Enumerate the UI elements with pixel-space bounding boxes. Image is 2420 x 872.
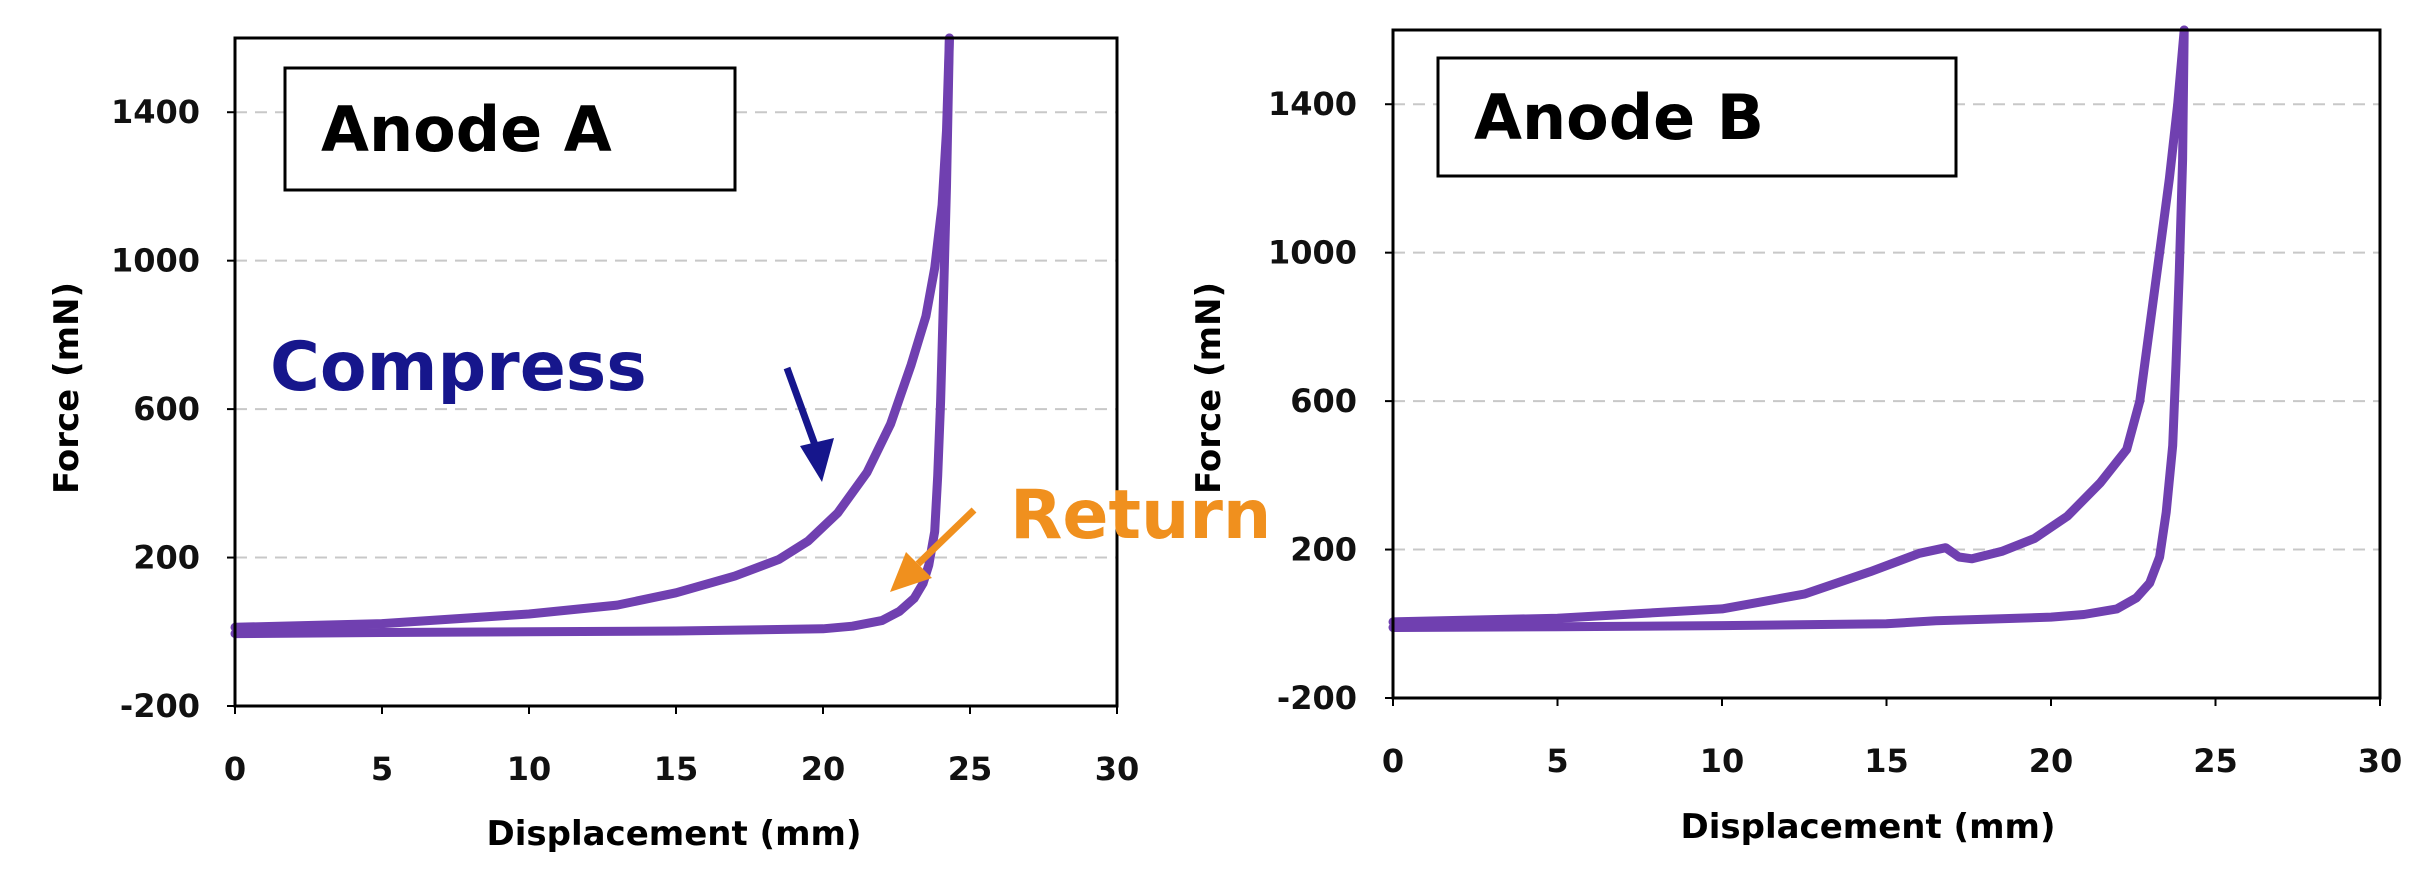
x-tick-label: 25 bbox=[2193, 742, 2238, 780]
compress-annotation: Compress bbox=[270, 328, 647, 407]
y-tick-label: 1400 bbox=[1268, 85, 1357, 123]
x-tick-label: 15 bbox=[654, 750, 699, 788]
panel-label-box bbox=[283, 66, 737, 192]
x-tick-label: 10 bbox=[507, 750, 552, 788]
x-tick-label: 30 bbox=[1095, 750, 1140, 788]
compress-curve bbox=[230, 33, 954, 632]
panel-label-box bbox=[1436, 56, 1958, 178]
x-axis-label: Displacement (mm) bbox=[487, 814, 862, 854]
y-tick-label: 1400 bbox=[111, 93, 200, 131]
compress-curve bbox=[1388, 25, 2189, 627]
plot-frame bbox=[233, 36, 1119, 708]
x-tick-label: 15 bbox=[1864, 742, 1909, 780]
x-axis-label: Displacement (mm) bbox=[1681, 807, 2056, 847]
return-arrow-shaft bbox=[915, 507, 977, 567]
x-tick-label: 0 bbox=[224, 750, 246, 788]
compress-arrow-shaft bbox=[783, 366, 819, 447]
x-tick-label: 25 bbox=[948, 750, 993, 788]
panel-label: Anode A bbox=[321, 93, 612, 166]
y-tick-label: 1000 bbox=[111, 242, 200, 280]
y-axis-label: Force (mN) bbox=[47, 282, 87, 494]
y-tick-label: 200 bbox=[133, 539, 200, 577]
y-axis-label: Force (mN) bbox=[1189, 282, 1229, 494]
x-tick-label: 5 bbox=[1546, 742, 1568, 780]
chart-panel-anode-b: Force (mN) Displacement (mm) -2002006001… bbox=[1189, 25, 2403, 847]
panel-label: Anode B bbox=[1474, 81, 1764, 154]
x-tick-label: 20 bbox=[2029, 742, 2074, 780]
return-curve bbox=[230, 33, 954, 639]
chart-panel-anode-a: Force (mN) Displacement (mm) -2002006001… bbox=[47, 33, 1271, 854]
y-tick-label: 600 bbox=[133, 390, 200, 428]
x-tick-label: 20 bbox=[801, 750, 846, 788]
y-tick-label: 600 bbox=[1290, 382, 1357, 420]
y-tick-label: -200 bbox=[1277, 679, 1357, 717]
y-tick-label: 1000 bbox=[1268, 234, 1357, 272]
x-tick-label: 30 bbox=[2358, 742, 2403, 780]
x-tick-label: 0 bbox=[1382, 742, 1404, 780]
y-tick-label: -200 bbox=[120, 687, 200, 725]
plot-frame bbox=[1391, 28, 2382, 700]
x-tick-label: 10 bbox=[1700, 742, 1745, 780]
return-arrow-head bbox=[890, 552, 932, 592]
compress-arrow-head bbox=[800, 438, 834, 482]
x-tick-label: 5 bbox=[371, 750, 393, 788]
y-tick-label: 200 bbox=[1290, 531, 1357, 569]
return-curve bbox=[1388, 25, 2189, 632]
return-annotation: Return bbox=[1010, 476, 1271, 555]
